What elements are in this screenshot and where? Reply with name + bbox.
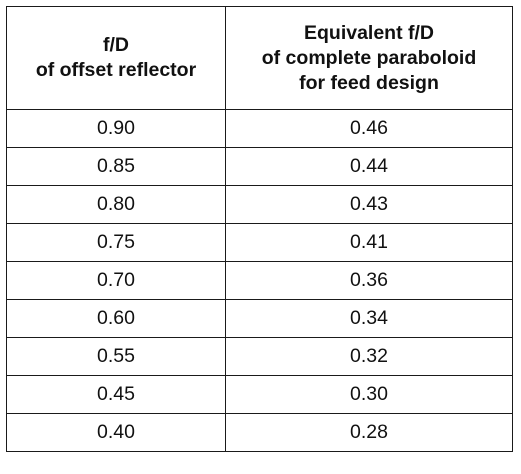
header-equivalent-fd: Equivalent f/D of complete paraboloid fo… [225,6,513,110]
equivalent-fd-cell: 0.28 [225,413,513,452]
table-row: 0.85 0.44 [6,147,513,186]
header-line: of offset reflector [35,59,197,81]
fd-conversion-table: f/D of offset reflector Equivalent f/D o… [6,6,513,452]
header-line: f/D [103,34,129,56]
offset-fd-cell: 0.40 [6,413,226,452]
equivalent-fd-cell: 0.46 [225,109,513,148]
equivalent-fd-cell: 0.30 [225,375,513,414]
equivalent-fd-cell: 0.32 [225,337,513,376]
equivalent-fd-cell: 0.44 [225,147,513,186]
table-header: f/D of offset reflector Equivalent f/D o… [6,6,513,110]
offset-fd-cell: 0.70 [6,261,226,300]
table-row: 0.90 0.46 [6,109,513,148]
table-row: 0.70 0.36 [6,261,513,300]
table-row: 0.40 0.28 [6,413,513,452]
equivalent-fd-cell: 0.36 [225,261,513,300]
equivalent-fd-cell: 0.43 [225,185,513,224]
offset-fd-cell: 0.75 [6,223,226,262]
header-line: of complete paraboloid [261,46,477,69]
offset-fd-cell: 0.55 [6,337,226,376]
offset-fd-cell: 0.60 [6,299,226,338]
table-row: 0.55 0.32 [6,337,513,376]
offset-fd-cell: 0.90 [6,109,226,148]
table-row: 0.80 0.43 [6,185,513,224]
offset-fd-cell: 0.85 [6,147,226,186]
table-body: 0.90 0.46 0.85 0.44 0.80 0.43 0.75 0.41 … [6,109,513,452]
table-row: 0.75 0.41 [6,223,513,262]
header-row: f/D of offset reflector Equivalent f/D o… [6,6,513,110]
header-offset-fd: f/D of offset reflector [6,6,226,110]
table-row: 0.45 0.30 [6,375,513,414]
header-line: Equivalent f/D [303,21,435,44]
offset-fd-cell: 0.45 [6,375,226,414]
equivalent-fd-cell: 0.41 [225,223,513,262]
offset-fd-cell: 0.80 [6,185,226,224]
header-line: for feed design [299,71,439,94]
table-row: 0.60 0.34 [6,299,513,338]
equivalent-fd-cell: 0.34 [225,299,513,338]
